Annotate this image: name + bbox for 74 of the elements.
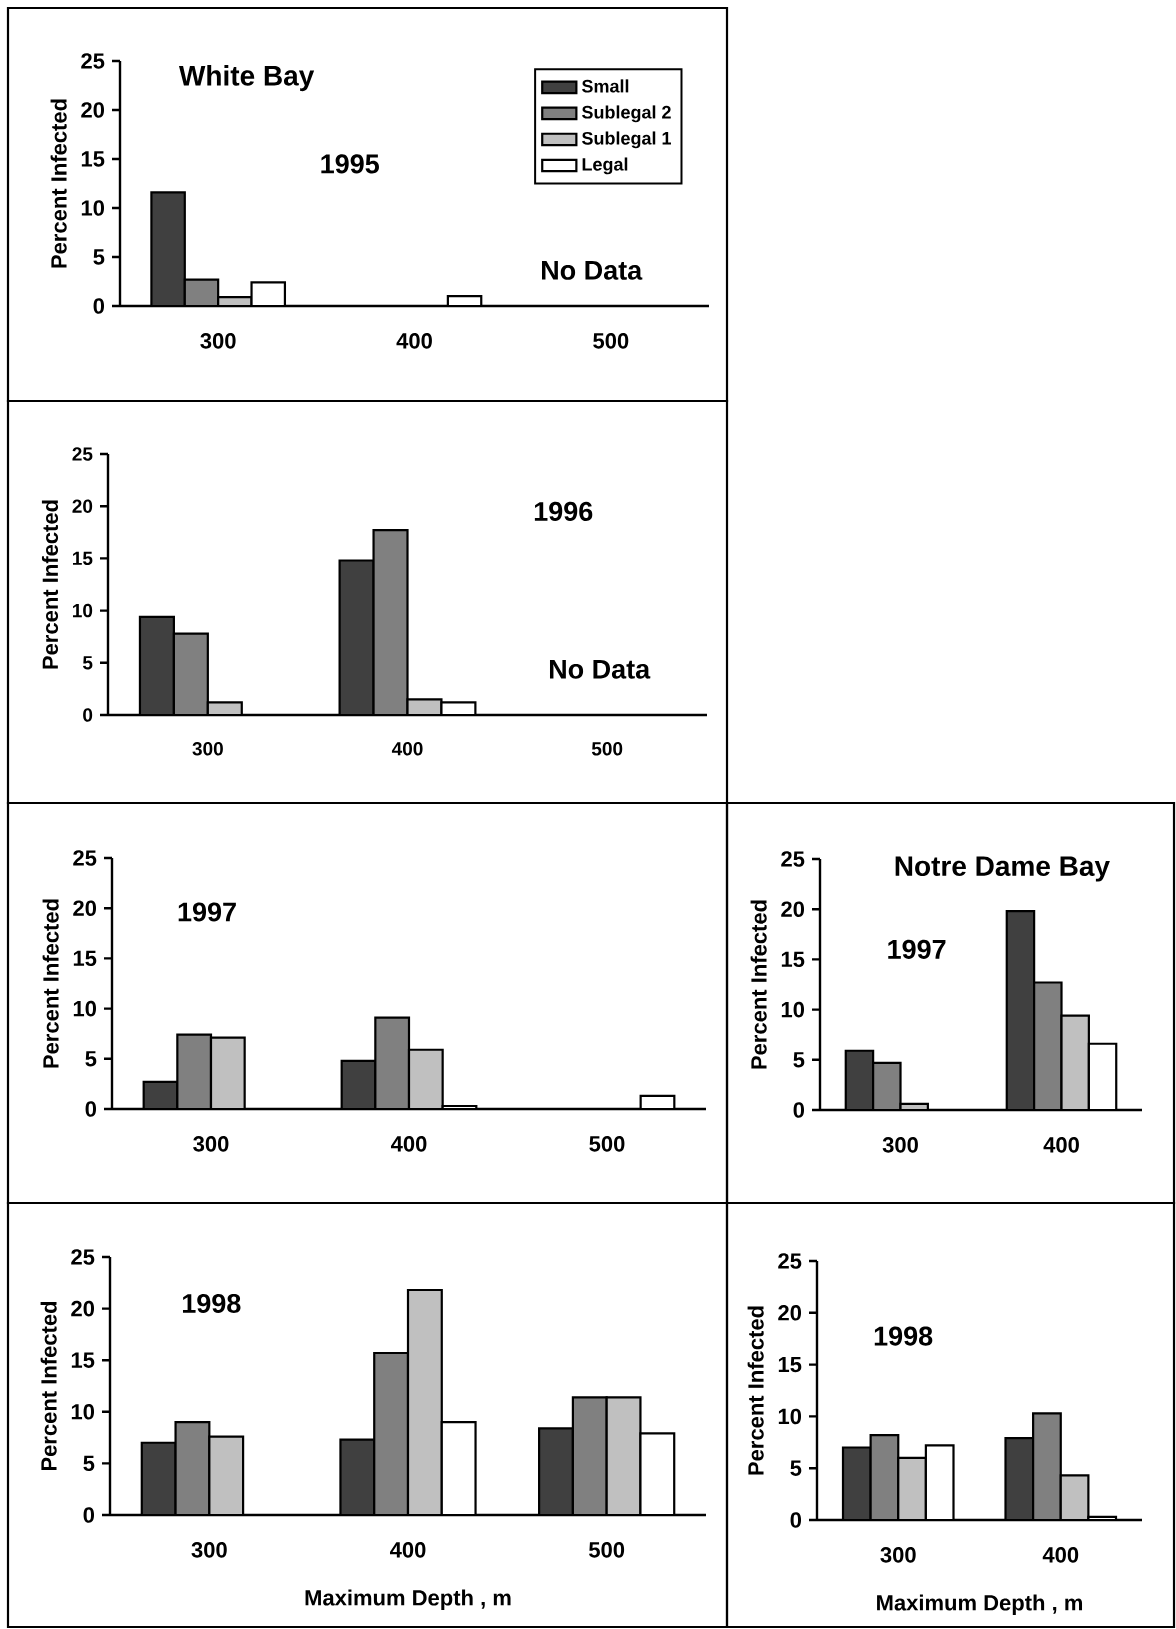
annotation: 1998 [874,1326,933,1346]
y-axis-title: Percent Infected [50,99,67,268]
annotation: No Data [549,659,651,679]
y-tick-label: 20 [778,1305,802,1321]
y-tick-label: 5 [93,249,105,265]
y-tick-label: 20 [72,499,93,513]
y-tick-label: 25 [81,53,105,69]
y-tick-label: 10 [72,603,93,618]
x-axis-title: Maximum Depth , m [877,1594,1083,1615]
y-tick-label: 0 [83,1507,95,1523]
y-tick-label: 5 [793,1052,805,1068]
y-axis-title: Percent Infected [42,899,59,1068]
y-tick-label: 5 [82,656,93,670]
x-tick-label: 500 [591,742,623,756]
y-axis-title: Percent Infected [750,900,767,1069]
y-tick-label: 25 [73,850,97,866]
x-tick-label: 400 [1042,1547,1079,1563]
annotation: 1998 [182,1293,241,1313]
x-tick-label: 500 [593,333,629,349]
y-tick-label: 10 [71,1404,95,1420]
y-tick-label: 15 [81,151,105,167]
y-tick-label: 5 [83,1455,95,1472]
x-tick-label: 400 [1043,1137,1079,1153]
y-tick-label: 0 [85,1101,97,1117]
x-tick-label: 500 [589,1542,625,1558]
x-tick-label: 300 [882,1137,918,1153]
x-tick-label: 500 [589,1136,625,1152]
y-tick-label: 5 [85,1051,97,1067]
y-tick-label: 15 [778,1356,802,1373]
x-tick-label: 400 [390,1136,427,1152]
y-tick-label: 15 [72,551,93,566]
annotation: 1995 [321,154,379,174]
x-tick-label: 400 [396,333,432,349]
chart-title: Notre Dame Bay [895,856,1110,882]
y-tick-label: 0 [793,1102,805,1118]
annotation: No Data [542,261,643,280]
y-tick-label: 5 [790,1460,802,1476]
y-axis-title: Percent Infected [747,1306,764,1475]
y-tick-label: 25 [778,1253,802,1269]
annotation: 1997 [178,902,236,922]
y-tick-label: 20 [71,1300,95,1317]
y-tick-label: 25 [781,851,805,867]
x-tick-label: 300 [200,333,236,349]
y-tick-label: 10 [81,200,105,216]
y-tick-label: 15 [781,951,805,968]
legend-label: Small [582,79,629,93]
x-tick-label: 300 [193,1136,229,1152]
y-tick-label: 0 [83,708,93,722]
annotation: 1997 [888,939,946,959]
legend-label: Sublegal 1 [582,131,671,149]
y-tick-label: 20 [781,901,805,917]
x-tick-label: 300 [192,742,223,756]
y-tick-label: 25 [71,1249,95,1265]
y-tick-label: 20 [81,102,105,118]
y-tick-label: 10 [781,1001,805,1018]
y-tick-label: 0 [790,1512,802,1528]
y-tick-label: 0 [93,298,105,314]
x-tick-label: 300 [191,1542,227,1558]
y-tick-label: 15 [73,950,97,967]
y-tick-label: 15 [71,1352,95,1368]
legend-label: Legal [582,157,628,175]
chart-title: White Bay [178,65,315,92]
x-tick-label: 400 [389,1542,426,1558]
y-tick-label: 20 [73,900,97,916]
y-axis-title: Percent Infected [40,1301,57,1471]
x-tick-label: 300 [880,1547,916,1563]
x-axis-title: Maximum Depth , m [305,1589,511,1610]
y-tick-label: 10 [778,1408,802,1425]
annotation: 1996 [534,501,593,521]
x-tick-label: 400 [391,742,423,756]
legend-label: Sublegal 2 [582,105,671,123]
y-tick-label: 25 [72,447,93,461]
y-axis-title: Percent Infected [41,500,59,669]
y-tick-label: 10 [73,1000,97,1017]
